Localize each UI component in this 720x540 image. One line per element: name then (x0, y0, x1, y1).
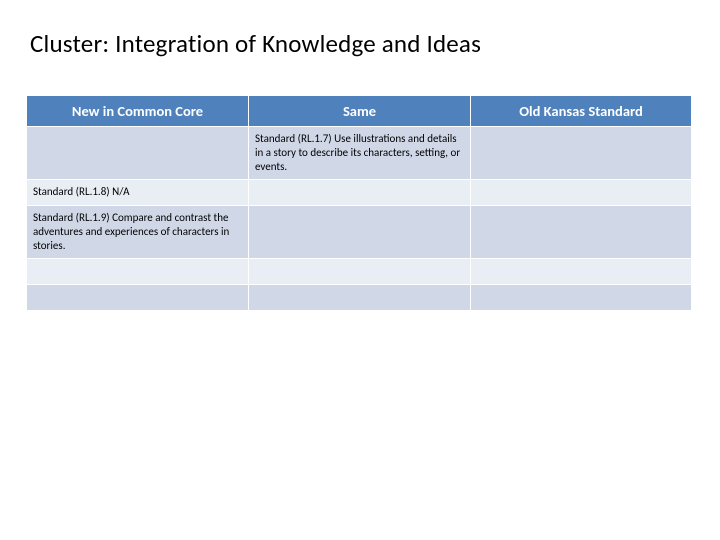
col-header-same: Same (249, 96, 471, 127)
table-row: Standard (RL.1.7) Use illustrations and … (27, 127, 692, 180)
col-header-new: New in Common Core (27, 96, 249, 127)
cell-old (471, 259, 692, 285)
cell-old (471, 127, 692, 180)
cell-old (471, 206, 692, 259)
page-title: Cluster: Integration of Knowledge and Id… (30, 28, 694, 59)
table-row: Standard (RL.1.8) N/A (27, 180, 692, 206)
table-row: Standard (RL.1.9) Compare and contrast t… (27, 206, 692, 259)
cell-new (27, 259, 249, 285)
cell-same (249, 180, 471, 206)
table-row (27, 259, 692, 285)
comparison-table: New in Common Core Same Old Kansas Stand… (26, 95, 692, 311)
table-header-row: New in Common Core Same Old Kansas Stand… (27, 96, 692, 127)
cell-same (249, 285, 471, 311)
cell-new (27, 127, 249, 180)
cell-old (471, 180, 692, 206)
cell-new: Standard (RL.1.8) N/A (27, 180, 249, 206)
table-row (27, 285, 692, 311)
cell-same (249, 259, 471, 285)
cell-new (27, 285, 249, 311)
col-header-old: Old Kansas Standard (471, 96, 692, 127)
cell-new: Standard (RL.1.9) Compare and contrast t… (27, 206, 249, 259)
cell-old (471, 285, 692, 311)
slide: Cluster: Integration of Knowledge and Id… (0, 0, 720, 540)
cell-same: Standard (RL.1.7) Use illustrations and … (249, 127, 471, 180)
cell-same (249, 206, 471, 259)
